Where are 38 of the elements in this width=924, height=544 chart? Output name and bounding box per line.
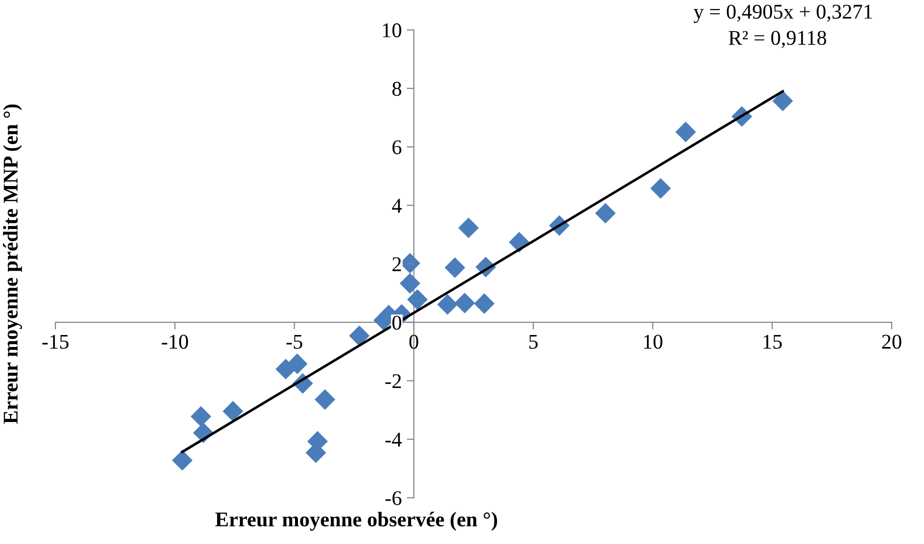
y-tick-label: 2 <box>392 257 401 272</box>
x-tick-label: -15 <box>42 334 69 349</box>
point <box>349 325 370 346</box>
y-tick-label: 8 <box>392 82 402 96</box>
x-tick-label: 5 <box>529 334 538 349</box>
y-tick-label: 10 <box>383 23 402 38</box>
text: y = 0,4905x + 0,3271 <box>694 4 872 24</box>
x-tick-label: 20 <box>882 334 902 349</box>
y-tick-label: -2 <box>385 374 401 388</box>
y-tick-label: 6 <box>392 140 402 154</box>
point <box>286 354 308 374</box>
point <box>444 257 466 278</box>
x-tick-label: -10 <box>162 334 188 349</box>
point <box>437 294 458 315</box>
x-tick-label: -5 <box>286 334 302 349</box>
y-axis-title: Erreur moyenne prédite MNP (en °) <box>3 104 22 424</box>
point <box>400 273 420 294</box>
point <box>458 218 479 238</box>
y-tick-label: 0 <box>392 316 402 330</box>
x-tick-label: 10 <box>644 334 662 349</box>
point <box>407 289 428 310</box>
x-tick-label: 15 <box>764 334 782 349</box>
point <box>595 202 616 224</box>
y-tick-label: 4 <box>392 198 402 213</box>
y-tick-label: -6 <box>385 491 402 506</box>
point <box>190 406 212 427</box>
point <box>772 90 794 112</box>
point <box>314 389 336 410</box>
x-tick-label: 0 <box>409 334 418 349</box>
point <box>474 293 495 314</box>
point <box>454 292 476 314</box>
point <box>675 122 696 142</box>
point <box>222 400 244 422</box>
x-axis-title: Erreur moyenne observée (en °) <box>215 512 498 531</box>
annotation: R² = 0,9118 <box>728 30 826 48</box>
point <box>172 450 193 471</box>
point <box>650 178 671 199</box>
y-tick-label: -4 <box>385 432 402 447</box>
